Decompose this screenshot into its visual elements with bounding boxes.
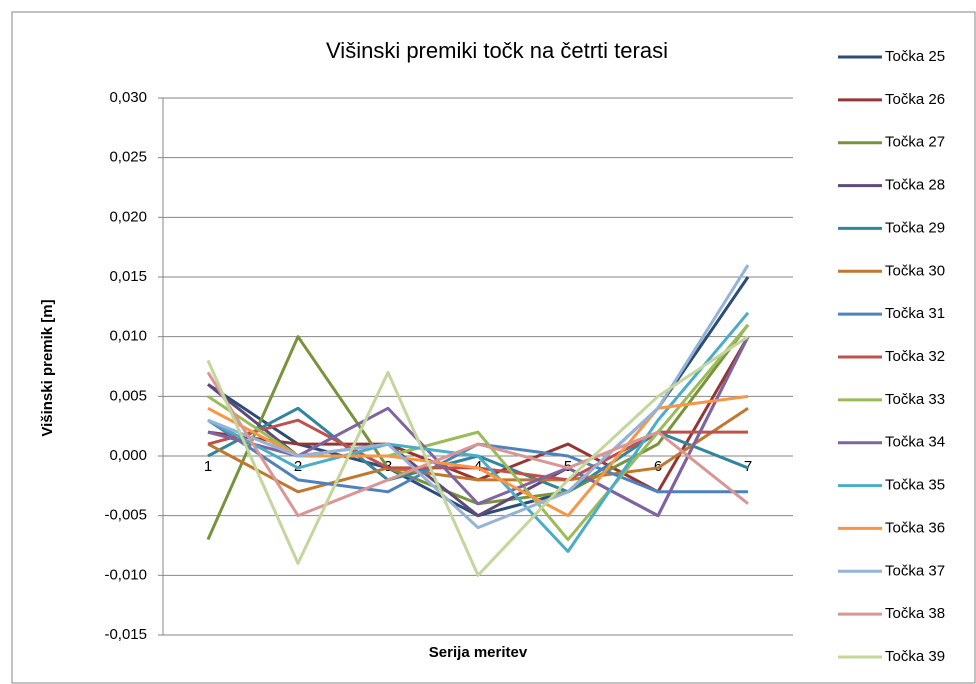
legend-label: Točka 30 bbox=[885, 262, 945, 279]
chart-border bbox=[11, 11, 976, 684]
y-tick-label: 0,010 bbox=[109, 328, 147, 345]
legend-label: Točka 34 bbox=[885, 434, 945, 451]
y-tick-label: 0,000 bbox=[109, 447, 147, 464]
legend-label: Točka 39 bbox=[885, 648, 945, 665]
y-tick-label: 0,005 bbox=[109, 387, 147, 404]
series-line bbox=[207, 264, 750, 530]
legend-label: Točka 28 bbox=[885, 177, 945, 194]
series-line bbox=[206, 335, 749, 577]
series-line bbox=[207, 407, 749, 494]
x-axis-title: Serija meritev bbox=[429, 644, 528, 661]
legend-label: Točka 26 bbox=[885, 91, 945, 108]
legend-label: Točka 32 bbox=[885, 348, 945, 365]
legend-label: Točka 31 bbox=[885, 305, 945, 322]
y-tick-label: 0,030 bbox=[109, 89, 147, 106]
x-tick-label: 1 bbox=[204, 458, 212, 475]
y-tick-label: -0,010 bbox=[104, 566, 147, 583]
y-tick-label: -0,015 bbox=[104, 626, 147, 643]
y-tick-label: 0,025 bbox=[109, 149, 147, 166]
legend-label: Točka 33 bbox=[885, 391, 945, 408]
legend-label: Točka 37 bbox=[885, 562, 945, 579]
legend-label: Točka 29 bbox=[885, 219, 945, 236]
legend-label: Točka 27 bbox=[885, 134, 945, 151]
y-tick-label: -0,005 bbox=[104, 507, 147, 524]
legend-label: Točka 25 bbox=[885, 48, 945, 65]
series-line bbox=[206, 371, 749, 518]
chart-title: Višinski premiki točk na četrti terasi bbox=[326, 38, 668, 63]
legend-label: Točka 36 bbox=[885, 519, 945, 536]
y-axis-title: Višinski premik [m] bbox=[39, 299, 56, 436]
legend-label: Točka 35 bbox=[885, 477, 945, 494]
series-line bbox=[207, 311, 750, 553]
y-tick-label: 0,020 bbox=[109, 208, 147, 225]
legend-label: Točka 38 bbox=[885, 605, 945, 622]
y-tick-label: 0,015 bbox=[109, 268, 147, 285]
